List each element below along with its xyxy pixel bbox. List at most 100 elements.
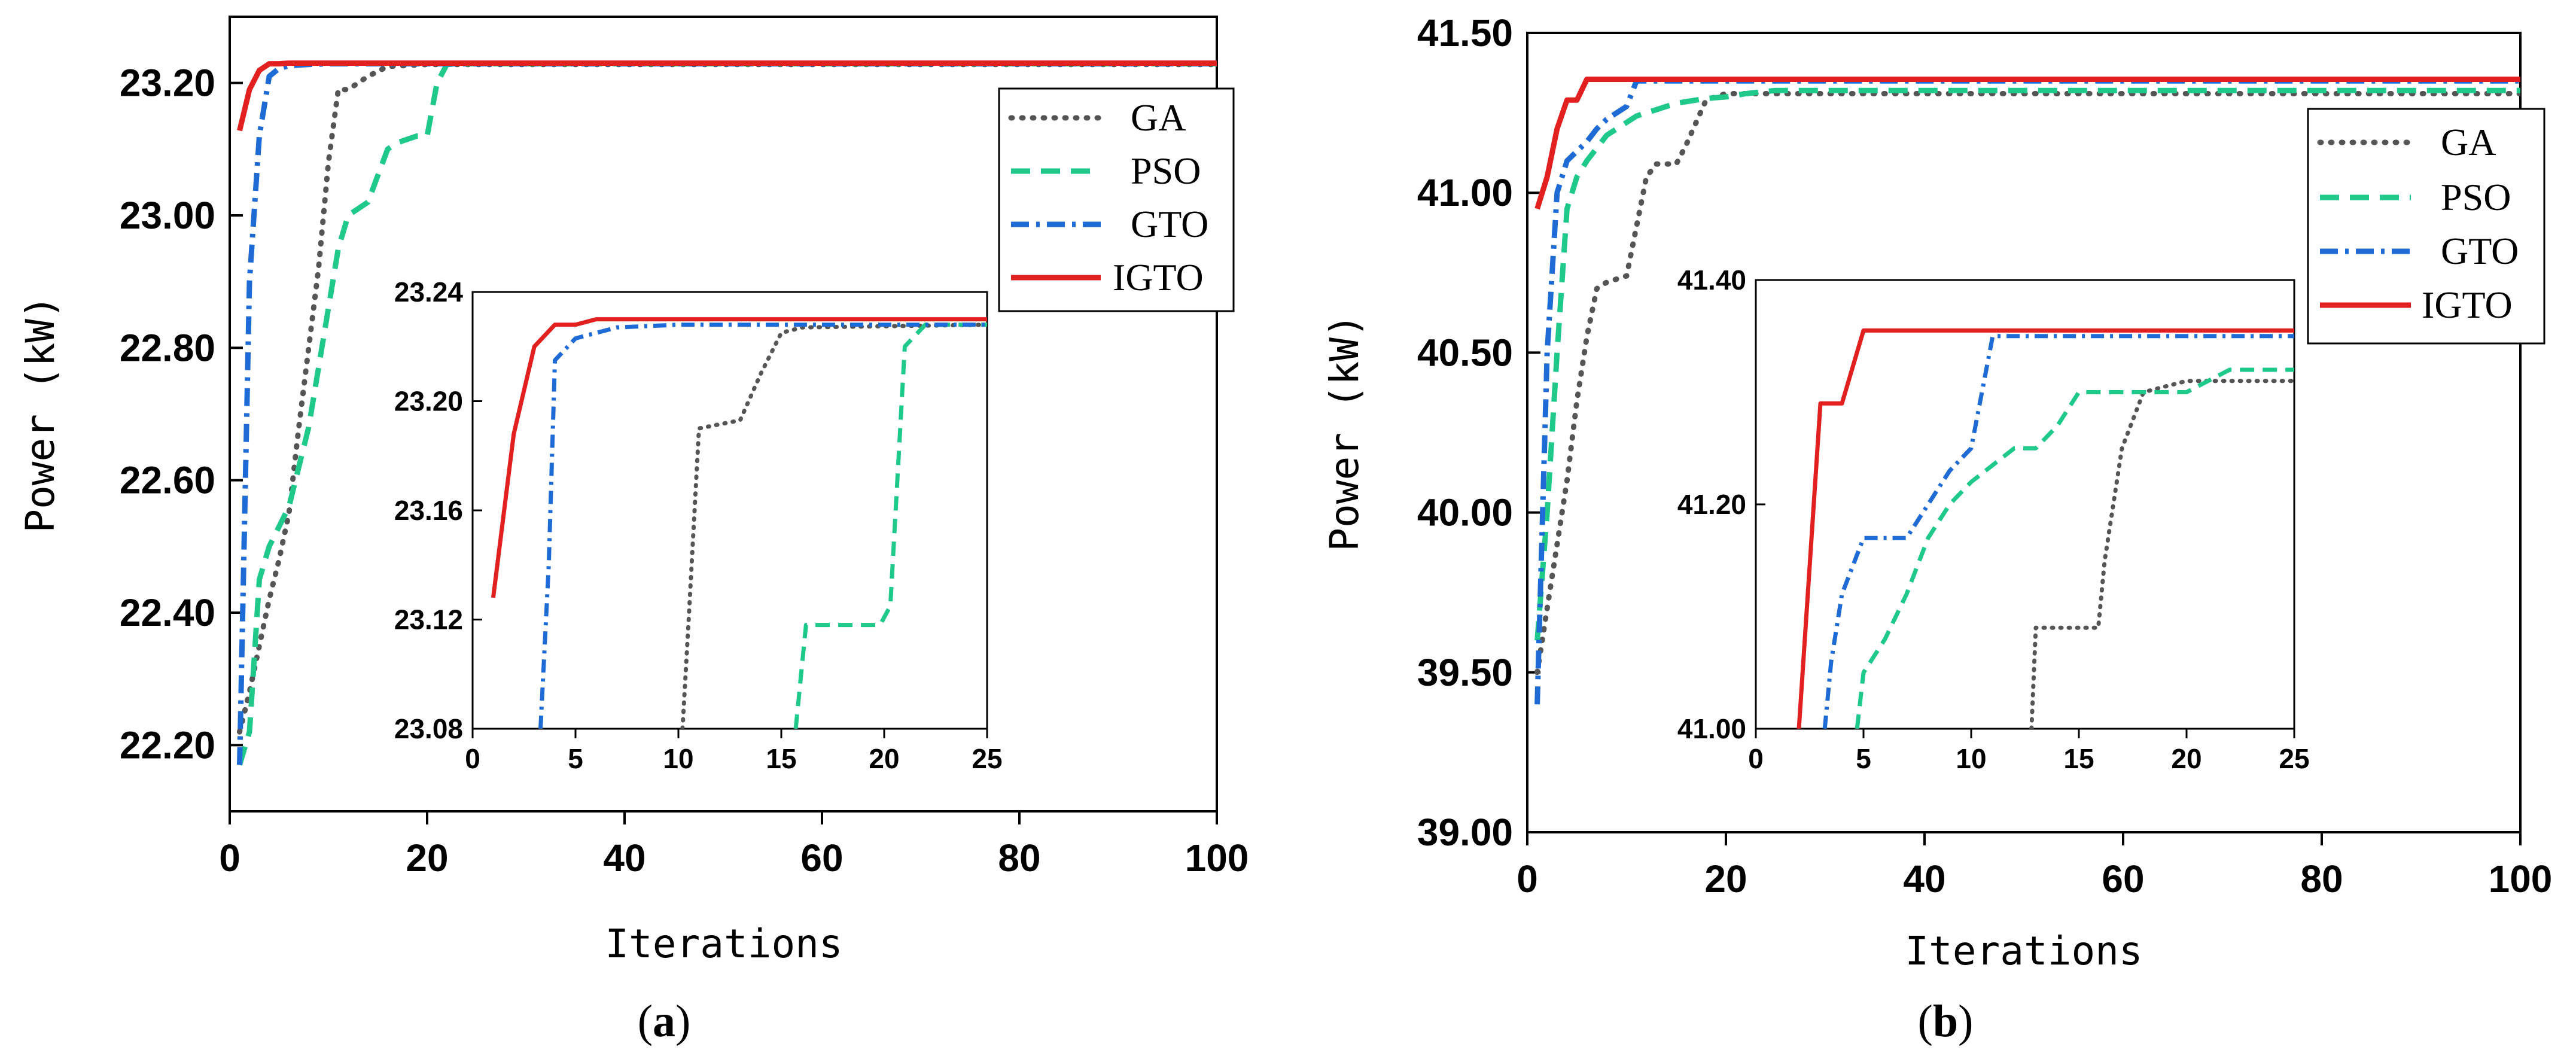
inset-series-group-a — [491, 317, 987, 729]
y-tick-label: 39.50 — [1417, 651, 1513, 694]
inset-series-line-gto — [1822, 334, 2294, 729]
series-line-pso — [1534, 87, 2520, 641]
x-tick-label: 100 — [2489, 857, 2553, 900]
legend-box-a — [998, 87, 1235, 312]
x-ticks-b: 0 20 40 60 80 100 — [1517, 832, 2552, 900]
inset-series-line-igto — [1796, 328, 2294, 729]
y-tick-label: 22.40 — [120, 591, 215, 634]
legend-label-igto-a: IGTO — [1113, 256, 1204, 299]
inset-y-tick-label: 23.16 — [394, 495, 463, 526]
y-tick-label: 22.20 — [120, 723, 215, 766]
inset-y-ticks-a: 23.08 23.12 23.16 23.20 23.24 — [394, 276, 482, 744]
inset-x-ticks-a: 0 5 10 15 20 25 — [465, 729, 1003, 774]
inset-x-tick-label: 10 — [1956, 743, 1986, 774]
legend-label-ga-a: GA — [1131, 96, 1186, 139]
y-ticks-a: 22.20 22.40 22.60 22.80 23.00 23.20 — [120, 62, 243, 766]
legend-label-gto-a: GTO — [1131, 203, 1208, 245]
y-ticks-b: 39.00 39.50 40.00 40.50 41.00 41.50 — [1417, 11, 1540, 854]
inset-x-tick-label: 0 — [465, 743, 480, 774]
series-group-b — [1534, 77, 2520, 705]
y-axis-label-b: Power (kW) — [1322, 314, 1368, 551]
caption-letter-b: b — [1933, 996, 1958, 1046]
x-tick-label: 20 — [406, 836, 448, 880]
plot-frame-b — [1526, 32, 2522, 833]
x-tick-label: 0 — [1517, 857, 1538, 900]
inset-y-tick-label: 41.20 — [1677, 489, 1746, 520]
inset-y-tick-label: 41.40 — [1677, 264, 1746, 296]
legend-label-pso-b: PSO — [2441, 176, 2511, 218]
x-tick-label: 40 — [603, 836, 645, 880]
inset-bg-a — [473, 292, 987, 729]
x-tick-label: 60 — [2102, 857, 2144, 900]
x-tick-label: 80 — [998, 836, 1040, 880]
y-tick-label: 23.20 — [120, 62, 215, 105]
x-axis-label-a: Iterations — [605, 921, 842, 967]
series-line-igto — [237, 60, 1217, 132]
inset-series-line-pso — [793, 322, 987, 729]
x-tick-label: 60 — [800, 836, 843, 880]
y-tick-label: 40.00 — [1417, 491, 1513, 534]
y-tick-label: 41.50 — [1417, 11, 1513, 54]
y-tick-label: 22.80 — [120, 326, 215, 369]
inset-x-tick-label: 20 — [2171, 743, 2202, 774]
caption-close-b: ) — [1958, 996, 1973, 1046]
inset-x-tick-label: 15 — [2063, 743, 2094, 774]
inset-x-tick-label: 20 — [869, 743, 899, 774]
caption-open-b: ( — [1918, 996, 1933, 1046]
legend-label-ga-b: GA — [2441, 121, 2496, 163]
x-tick-label: 20 — [1704, 857, 1747, 900]
inset-x-ticks-b: 0 5 10 15 20 25 — [1748, 729, 2310, 774]
inset-series-line-ga — [2029, 379, 2294, 729]
caption-open-a: ( — [638, 996, 653, 1046]
y-tick-label: 40.50 — [1417, 331, 1513, 374]
legend-label-gto-b: GTO — [2441, 230, 2519, 272]
inset-series-line-ga — [680, 322, 987, 729]
inset-series-group-b — [1796, 328, 2294, 729]
x-tick-label: 100 — [1185, 836, 1249, 880]
inset-series-line-pso — [1855, 367, 2294, 729]
inset-y-tick-label: 41.00 — [1677, 713, 1746, 744]
caption-a: (a) — [638, 996, 691, 1046]
legend-b: GA PSO GTO IGTO — [2307, 108, 2545, 345]
caption-close-a: ) — [675, 996, 690, 1046]
inset-x-tick-label: 5 — [568, 743, 583, 774]
inset-x-tick-label: 25 — [2279, 743, 2309, 774]
inset-y-tick-label: 23.24 — [394, 276, 464, 308]
x-tick-label: 0 — [219, 836, 240, 880]
y-tick-label: 22.60 — [120, 459, 215, 502]
legend-label-pso-a: PSO — [1131, 150, 1201, 192]
caption-letter-a: a — [653, 996, 675, 1046]
inset-x-tick-label: 25 — [972, 743, 1002, 774]
inset-y-tick-label: 23.12 — [394, 604, 463, 635]
inset-series-line-gto — [538, 322, 987, 729]
chart-panel-b: 0 20 40 60 80 100 39.0039.5040.0040.5041.0041… — [1322, 11, 2552, 1046]
y-tick-label: 39.00 — [1417, 811, 1513, 854]
chart-panel-a: 0 20 40 60 80 100 22.2022.4022.6022.8023.0023… — [17, 16, 1249, 1046]
x-axis-label-b: Iterations — [1905, 928, 2142, 974]
caption-b: (b) — [1918, 996, 1974, 1046]
series-line-igto — [1534, 77, 2520, 210]
y-tick-label: 41.00 — [1417, 171, 1513, 214]
series-line-ga — [237, 62, 1217, 735]
series-line-gto — [1534, 78, 2520, 705]
inset-x-tick-label: 5 — [1856, 743, 1871, 774]
legend-label-igto-b: IGTO — [2422, 284, 2513, 326]
x-tick-label: 80 — [2300, 857, 2343, 900]
x-ticks-a: 0 20 40 60 80 100 — [219, 811, 1249, 880]
inset-x-tick-label: 0 — [1748, 743, 1764, 774]
series-line-pso — [237, 61, 1217, 766]
inset-y-tick-label: 23.08 — [394, 713, 463, 744]
x-tick-label: 40 — [1903, 857, 1945, 900]
plot-frame-a — [229, 16, 1218, 813]
inset-bg-b — [1756, 280, 2294, 729]
inset-x-tick-label: 10 — [663, 743, 693, 774]
y-axis-label-a: Power (kW) — [17, 295, 63, 532]
inset-x-tick-label: 15 — [766, 743, 796, 774]
inset-y-ticks-b: 41.00 41.20 41.40 — [1677, 264, 1765, 744]
legend-a: GA PSO GTO IGTO — [998, 87, 1235, 312]
series-line-ga — [1534, 91, 2520, 675]
inset-series-line-igto — [491, 317, 987, 598]
y-tick-label: 23.00 — [120, 194, 215, 237]
series-group-a — [237, 60, 1217, 766]
